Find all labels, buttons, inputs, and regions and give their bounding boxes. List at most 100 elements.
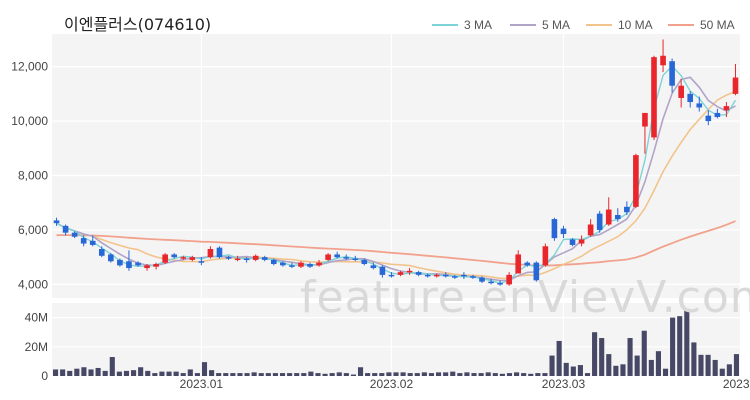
candle-body <box>569 239 576 245</box>
candle-body <box>343 257 350 259</box>
volume-bar <box>712 359 718 376</box>
candle-body <box>325 254 331 260</box>
volume-bar <box>457 373 463 376</box>
candle-body <box>298 262 304 267</box>
candle-body <box>198 261 205 263</box>
volume-bar <box>443 372 449 376</box>
candle-body <box>551 219 558 239</box>
candle-body <box>144 265 150 269</box>
volume-bar <box>599 338 605 376</box>
volume-bar <box>464 372 470 376</box>
volume-tick-label: 0 <box>41 369 48 383</box>
candle-body <box>415 272 422 275</box>
legend-swatch-3ma <box>432 24 458 26</box>
volume-bar <box>414 373 420 376</box>
candle-body <box>696 103 703 108</box>
candle-body <box>180 257 187 259</box>
candle-body <box>578 239 585 244</box>
volume-bar <box>485 372 491 376</box>
volume-bar <box>52 369 59 376</box>
volume-bar <box>308 371 314 376</box>
legend-label-50ma: 50 MA <box>700 18 735 32</box>
candle-body <box>515 254 522 274</box>
legend-label-5ma: 5 MA <box>542 18 571 32</box>
volume-bar <box>102 370 108 376</box>
volume-bar <box>251 372 257 376</box>
volume-bar <box>265 373 271 376</box>
candle-body <box>687 93 694 103</box>
candle-body <box>108 254 114 262</box>
volume-bar <box>584 373 591 376</box>
candle-body <box>280 262 286 266</box>
candle-body <box>135 262 141 266</box>
volume-bar <box>521 373 527 376</box>
volume-bar <box>613 365 619 376</box>
legend-swatch-10ma <box>586 24 612 26</box>
x-tick-label: 2023.04 <box>723 377 750 391</box>
volume-plot-area <box>52 303 740 376</box>
volume-bar <box>74 368 80 376</box>
volume-bar <box>230 373 236 376</box>
volume-bar <box>166 371 172 376</box>
volume-bar <box>159 371 165 376</box>
candle-body <box>705 115 712 122</box>
volume-bar <box>123 370 130 376</box>
volume-tick-label: 40M <box>25 311 48 325</box>
candle-body <box>316 262 322 266</box>
volume-bar <box>620 364 626 376</box>
volume-bar <box>365 373 371 376</box>
volume-bar <box>372 373 378 376</box>
price-tick-label: 12,000 <box>11 60 48 74</box>
candle-body <box>388 274 395 277</box>
volume-bar <box>95 367 101 376</box>
volume-bar <box>357 367 364 376</box>
volume-bar <box>670 317 676 376</box>
candle-body <box>361 259 368 264</box>
candle-body <box>506 274 512 285</box>
legend-label-10ma: 10 MA <box>618 18 653 32</box>
candle-body <box>614 214 621 220</box>
candle-body <box>497 283 503 285</box>
volume-bar <box>563 362 569 376</box>
candle-body <box>723 106 730 111</box>
candle-body <box>442 274 449 277</box>
volume-bar <box>287 373 293 376</box>
volume-bar <box>279 373 286 376</box>
candle-body <box>714 112 721 118</box>
candle-body <box>261 257 268 260</box>
volume-bar <box>698 354 704 376</box>
volume-bar <box>436 372 442 376</box>
legend-item-50ma: 50 MA <box>668 18 735 32</box>
x-tick-label: 2023.03 <box>542 377 586 391</box>
chart-title: 이엔플러스(074610) <box>64 15 212 34</box>
volume-bar <box>258 373 264 376</box>
legend-label-3ma: 3 MA <box>464 18 493 32</box>
candle-body <box>452 276 458 278</box>
candle-body <box>433 274 440 277</box>
volume-bar <box>322 373 328 376</box>
volume-bar <box>152 373 158 376</box>
volume-bar <box>535 373 541 376</box>
price-tick-label: 6,000 <box>18 223 48 237</box>
x-tick-label: 2023.02 <box>370 377 414 391</box>
candle-body <box>587 224 594 236</box>
candle-body <box>80 238 87 244</box>
volume-bar <box>655 351 661 376</box>
candle-body <box>461 274 467 277</box>
volume-bar <box>386 372 392 376</box>
volume-bar <box>294 373 300 376</box>
candle-body <box>488 281 494 284</box>
volume-bar <box>315 373 321 376</box>
candle-body <box>633 155 639 207</box>
volume-bar <box>499 373 505 376</box>
volume-bar <box>131 370 137 376</box>
candle-body <box>289 265 295 267</box>
legend-item-10ma: 10 MA <box>586 18 653 32</box>
volume-bar <box>471 373 477 376</box>
volume-bar <box>556 340 562 376</box>
legend-swatch-5ma <box>510 24 536 26</box>
candle-body <box>62 225 69 233</box>
volume-bar <box>634 355 640 376</box>
volume-bar <box>81 367 87 376</box>
candle-body <box>334 254 340 258</box>
